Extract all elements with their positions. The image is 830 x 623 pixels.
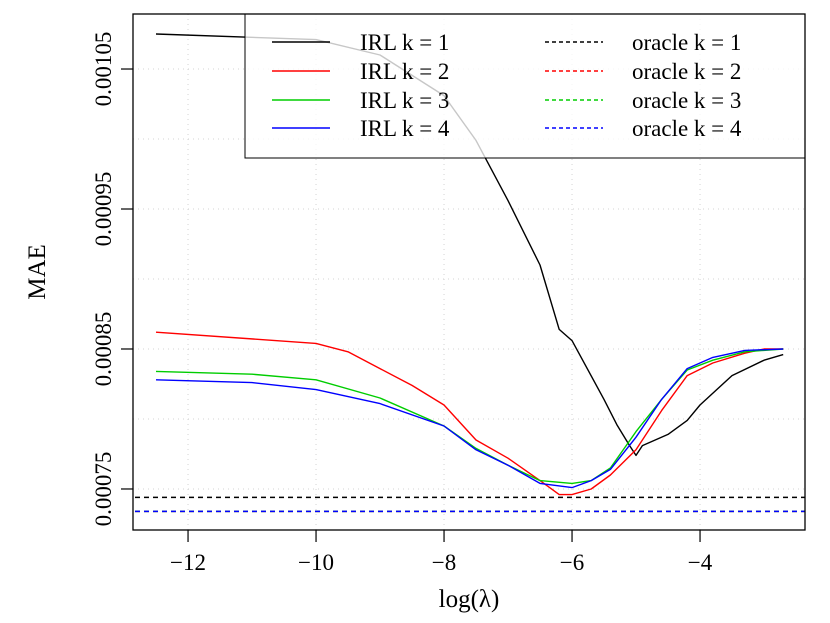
legend-label: oracle k = 1 xyxy=(632,30,741,55)
irl-line xyxy=(155,348,784,489)
x-axis: −12 −10 −8 −6 −4 xyxy=(170,530,713,575)
x-tick-label: −4 xyxy=(688,550,713,575)
y-tick-label: 0.00075 xyxy=(91,452,116,527)
irl-line xyxy=(155,331,784,496)
y-tick-label: 0.00095 xyxy=(91,172,116,247)
y-axis-title: MAE xyxy=(24,244,51,300)
oracle-lines xyxy=(135,496,805,513)
irl-line xyxy=(155,348,784,485)
legend-label: oracle k = 2 xyxy=(632,59,741,84)
legend-label: IRL k = 4 xyxy=(360,116,450,141)
y-axis: 0.00075 0.00085 0.00095 0.00105 xyxy=(91,32,133,527)
legend-label: IRL k = 3 xyxy=(360,88,449,113)
x-axis-title: log(λ) xyxy=(439,586,500,613)
legend-label: oracle k = 4 xyxy=(632,116,742,141)
legend-label: IRL k = 1 xyxy=(360,30,449,55)
x-tick-label: −10 xyxy=(298,550,334,575)
x-tick-label: −12 xyxy=(170,550,206,575)
x-tick-label: −8 xyxy=(432,550,456,575)
y-tick-label: 0.00085 xyxy=(91,312,116,387)
legend-label: oracle k = 3 xyxy=(632,88,741,113)
plot-frame xyxy=(132,13,806,531)
legend: IRL k = 1 IRL k = 2 IRL k = 3 IRL k = 4 orac… xyxy=(244,13,806,159)
x-tick-label: −6 xyxy=(560,550,584,575)
legend-label: IRL k = 2 xyxy=(360,59,449,84)
legend-box xyxy=(244,13,806,159)
y-tick-label: 0.00105 xyxy=(91,32,116,107)
